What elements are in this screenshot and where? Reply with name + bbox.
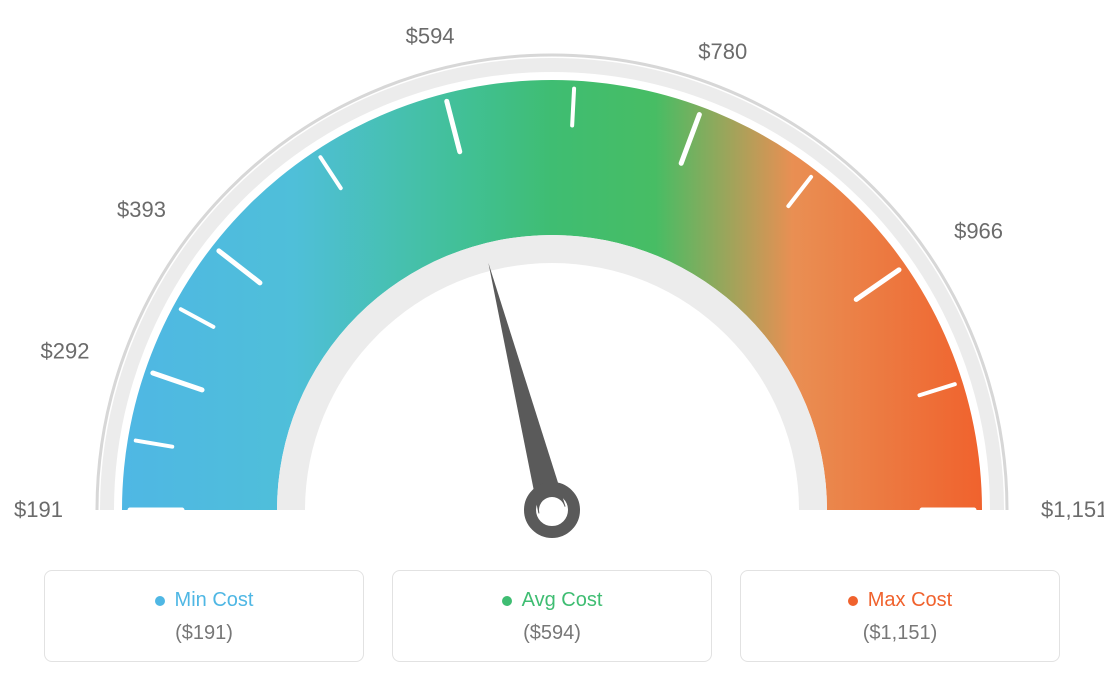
legend-card-max: Max Cost ($1,151) xyxy=(740,570,1060,662)
legend-value-max: ($1,151) xyxy=(751,622,1049,645)
gauge-color-band xyxy=(122,80,982,510)
legend-value-min: ($191) xyxy=(55,622,353,645)
gauge-tick-label: $780 xyxy=(698,39,747,64)
legend-label-avg: Avg Cost xyxy=(502,589,603,612)
legend-value-avg: ($594) xyxy=(403,622,701,645)
gauge-tick-label: $966 xyxy=(954,219,1003,244)
legend-card-min: Min Cost ($191) xyxy=(44,570,364,662)
gauge-tick-label: $191 xyxy=(14,497,63,522)
gauge-tick-label: $292 xyxy=(41,338,90,363)
gauge-needle-hub-inner xyxy=(539,497,565,523)
gauge-tick-label: $1,151 xyxy=(1041,497,1104,522)
legend-dot-max xyxy=(848,596,858,606)
legend-label-min-text: Min Cost xyxy=(175,589,254,612)
gauge-tick-label: $594 xyxy=(406,23,455,48)
legend-label-max-text: Max Cost xyxy=(868,589,952,612)
gauge-tick-label: $393 xyxy=(117,197,166,222)
legend-label-max: Max Cost xyxy=(848,589,952,612)
legend-label-min: Min Cost xyxy=(155,589,254,612)
legend-row: Min Cost ($191) Avg Cost ($594) Max Cost… xyxy=(0,570,1104,662)
legend-card-avg: Avg Cost ($594) xyxy=(392,570,712,662)
gauge-needle xyxy=(488,263,565,513)
legend-dot-avg xyxy=(502,596,512,606)
gauge-tick-minor xyxy=(572,89,574,126)
gauge-svg: $191 $292 $393 $594 $780 $966 $1,151 xyxy=(0,0,1104,570)
gauge-area: $191 $292 $393 $594 $780 $966 $1,151 xyxy=(0,0,1104,570)
legend-label-avg-text: Avg Cost xyxy=(522,589,603,612)
legend-dot-min xyxy=(155,596,165,606)
gauge-chart-container: $191 $292 $393 $594 $780 $966 $1,151 Min Cost … xyxy=(0,0,1104,690)
